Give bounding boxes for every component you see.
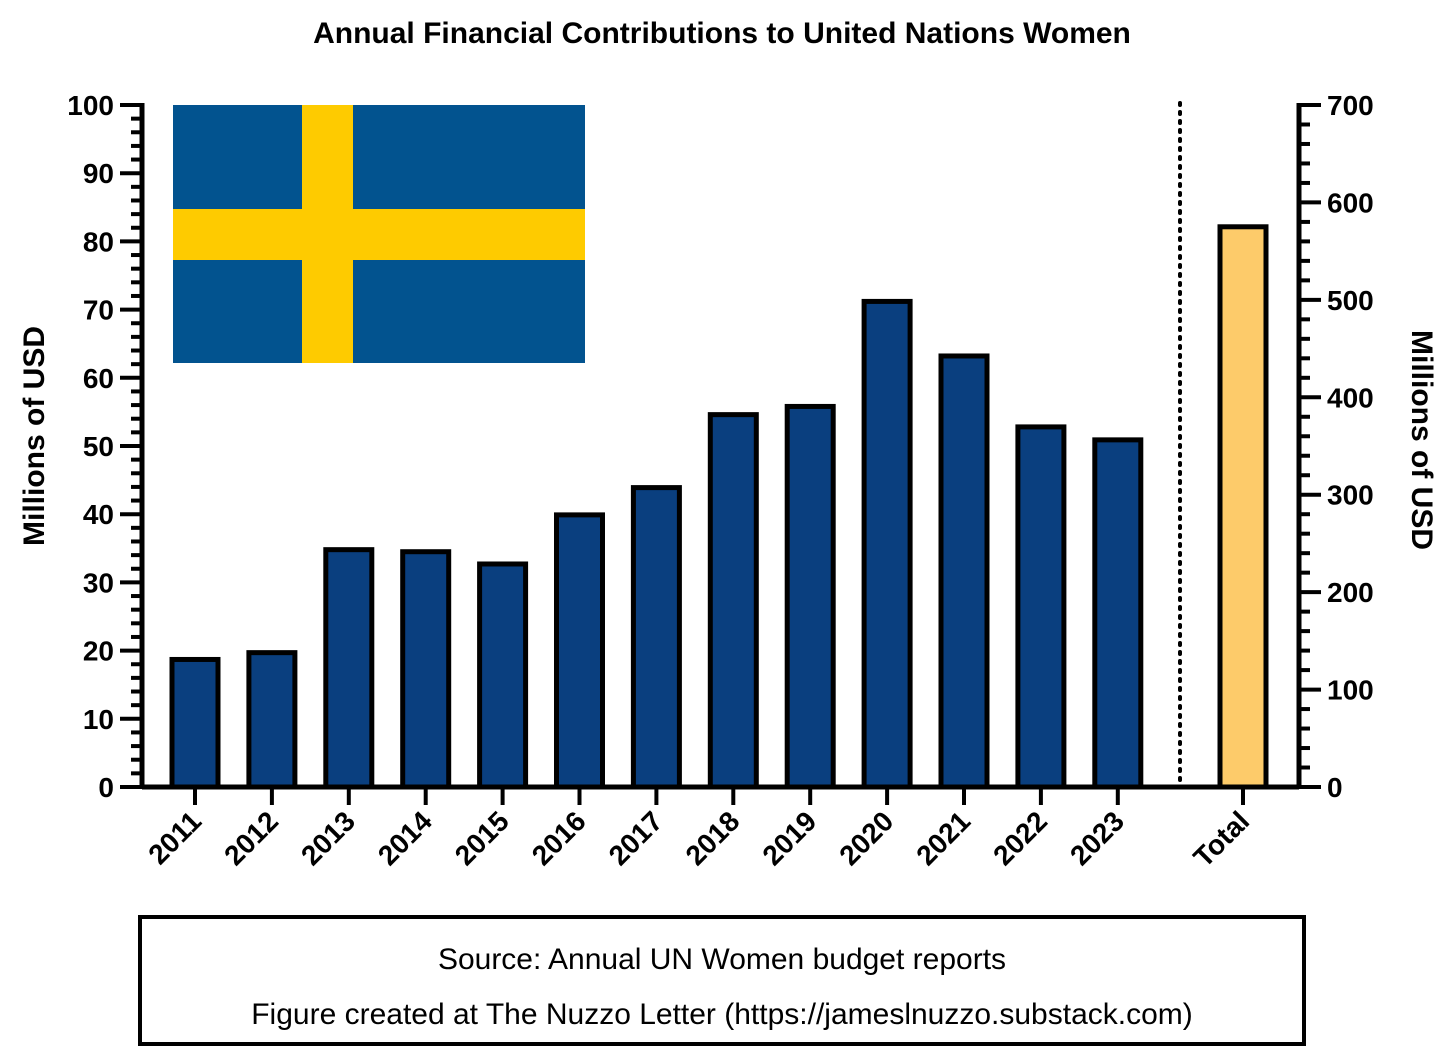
x-tick-label: 2019 (756, 805, 822, 871)
bar-total (1217, 224, 1269, 790)
left-tick-label: 90 (83, 158, 114, 189)
left-tick-label: 0 (98, 772, 114, 803)
bar-2023 (1092, 437, 1144, 790)
x-tick-label: 2014 (372, 805, 438, 871)
right-axis-label: Millions of USD (1405, 330, 1438, 550)
bar-2013 (323, 547, 375, 790)
sweden-flag (173, 105, 585, 363)
left-tick-label: 50 (83, 431, 114, 462)
bar-2015 (477, 561, 529, 790)
x-tick-label: 2016 (526, 805, 592, 871)
bar-2014 (400, 549, 452, 790)
left-tick-label: 60 (83, 363, 114, 394)
x-tick-label: 2015 (449, 805, 515, 871)
x-tick-label: 2017 (603, 805, 669, 871)
credit-line: Figure created at The Nuzzo Letter (http… (251, 998, 1193, 1031)
right-tick-label: 0 (1327, 772, 1343, 803)
right-y-axis: 0 100 200 300 400 500 600 700 (1296, 90, 1374, 803)
source-box-border (138, 915, 1306, 1046)
x-tick-labels: 2011 2012 2013 2014 2015 2016 2017 2018 2019 2020… (142, 787, 1255, 873)
left-axis-label: Millions of USD (18, 326, 51, 546)
x-tick-label: 2012 (218, 805, 284, 871)
source-line: Source: Annual UN Women budget reports (438, 943, 1006, 976)
right-tick-label: 500 (1327, 285, 1374, 316)
chart-title: Annual Financial Contributions to United… (313, 17, 1131, 50)
x-tick-label: 2011 (142, 805, 207, 870)
bars (169, 224, 1269, 790)
left-tick-label: 40 (83, 499, 114, 530)
bar-2020 (861, 298, 913, 790)
bar-2018 (707, 412, 759, 790)
right-tick-label: 700 (1327, 90, 1374, 121)
bar-2019 (784, 403, 836, 790)
right-tick-label: 100 (1327, 675, 1374, 706)
flag-horizontal-stripe (173, 209, 585, 260)
left-y-axis: 0 10 20 30 40 50 60 70 80 90 100 (67, 90, 1299, 803)
x-tick-label: 2021 (910, 805, 976, 871)
left-tick-label: 30 (83, 567, 114, 598)
bar-2012 (246, 650, 298, 790)
x-tick-label: 2022 (987, 805, 1053, 871)
x-tick-label: 2013 (295, 805, 361, 871)
bar-2011 (169, 656, 221, 790)
left-tick-label: 80 (83, 226, 114, 257)
bar-2022 (1015, 424, 1067, 790)
right-tick-label: 200 (1327, 577, 1374, 608)
bar-2021 (938, 353, 990, 790)
right-tick-label: 600 (1327, 187, 1374, 218)
source-box: Source: Annual UN Women budget reports F… (138, 915, 1306, 1046)
left-tick-label: 20 (83, 636, 114, 667)
x-tick-label: 2023 (1064, 805, 1130, 871)
x-tick-label-total: Total (1187, 805, 1255, 873)
right-tick-label: 300 (1327, 480, 1374, 511)
left-tick-label: 10 (83, 704, 114, 735)
x-tick-label: 2018 (680, 805, 746, 871)
x-tick-label: 2020 (833, 805, 899, 871)
bar-2017 (630, 485, 682, 790)
right-tick-label: 400 (1327, 382, 1374, 413)
bar-2016 (554, 512, 605, 790)
left-tick-label: 70 (83, 295, 114, 326)
left-tick-label: 100 (67, 90, 114, 121)
